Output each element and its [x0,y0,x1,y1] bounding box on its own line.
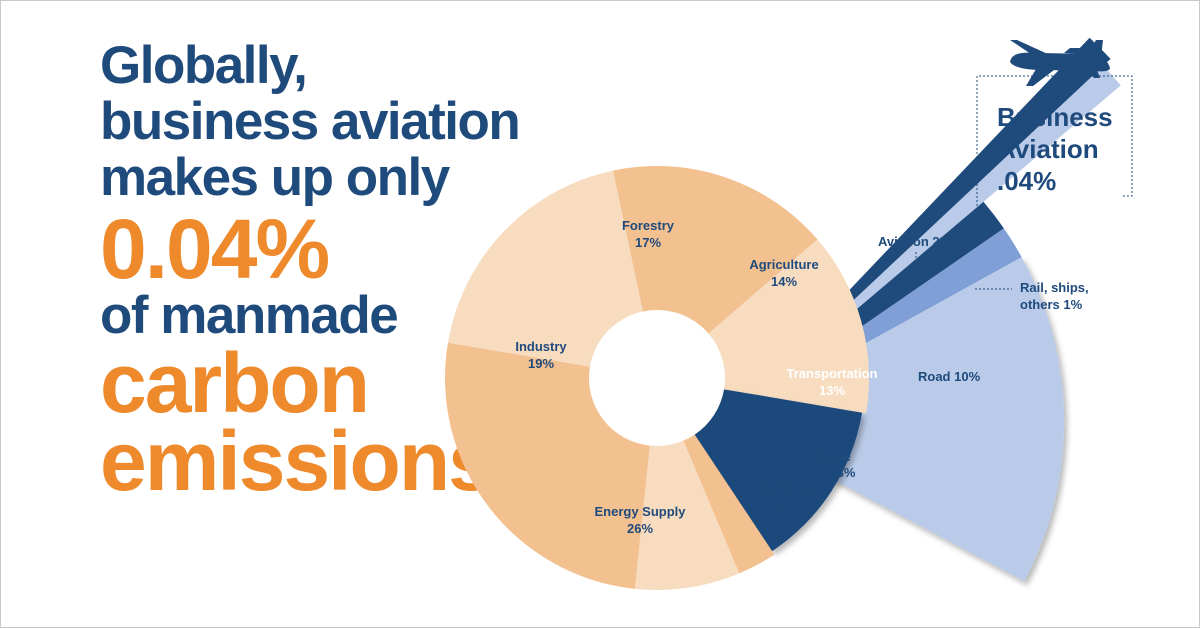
value-agriculture: 14% [771,274,797,289]
headline-line-7: emissions. [100,414,516,508]
business-aviation-title-line-1: Business [997,102,1113,132]
label-rail-line-2: others 1% [1020,297,1083,312]
value-buildings: 8% [779,497,798,512]
value-transportation: 13% [819,383,845,398]
headline-line-3: makes up only [100,148,450,207]
business-aviation-leader-line [976,75,1133,242]
breakout-labels: Aviation 2% Rail, ships, others 1% Road … [878,234,1089,384]
headline-line-1: Globally, [100,36,308,95]
slice-waste [683,434,775,574]
value-energy-supply: 26% [627,521,653,536]
headline-percentage: 0.04% [100,202,330,296]
headline-line-5: of manmade [100,286,399,345]
label-energy-supply: Energy Supply [594,504,686,519]
leader-lines [915,75,1133,290]
business-jet-icon [1010,40,1110,86]
value-waste: 3% [837,465,856,480]
label-agriculture: Agriculture [749,257,818,272]
label-road: Road 10% [918,369,981,384]
label-industry: Industry [515,339,567,354]
headline-line-2: business aviation [100,92,521,151]
label-transportation: Transportation [786,366,877,381]
slice-transportation [694,389,863,552]
value-industry: 19% [528,356,554,371]
donut-labels: Forestry 17% Agriculture 14% Transportat… [515,218,877,536]
slice-forestry [612,165,818,334]
slice-industry [447,170,643,367]
business-aviation-value: .04% [997,166,1056,196]
headline: Globally, business aviation makes up onl… [100,36,570,508]
value-forestry: 17% [635,235,661,250]
slice-buildings [634,440,740,590]
business-aviation-callout: Business Aviation .04% [997,102,1113,196]
business-aviation-title-line-2: Aviation [997,134,1099,164]
headline-line-6: carbon [100,336,370,430]
label-buildings: Buildings [758,480,817,495]
donut-layer [445,165,870,590]
slice-energy-supply [445,342,650,589]
label-waste: Waste [813,449,851,464]
slice-agriculture [708,239,870,414]
breakout-slice-road [724,257,1065,582]
label-rail-line-1: Rail, ships, [1020,280,1089,295]
label-aviation: Aviation 2% [878,234,952,249]
label-forestry: Forestry [622,218,675,233]
